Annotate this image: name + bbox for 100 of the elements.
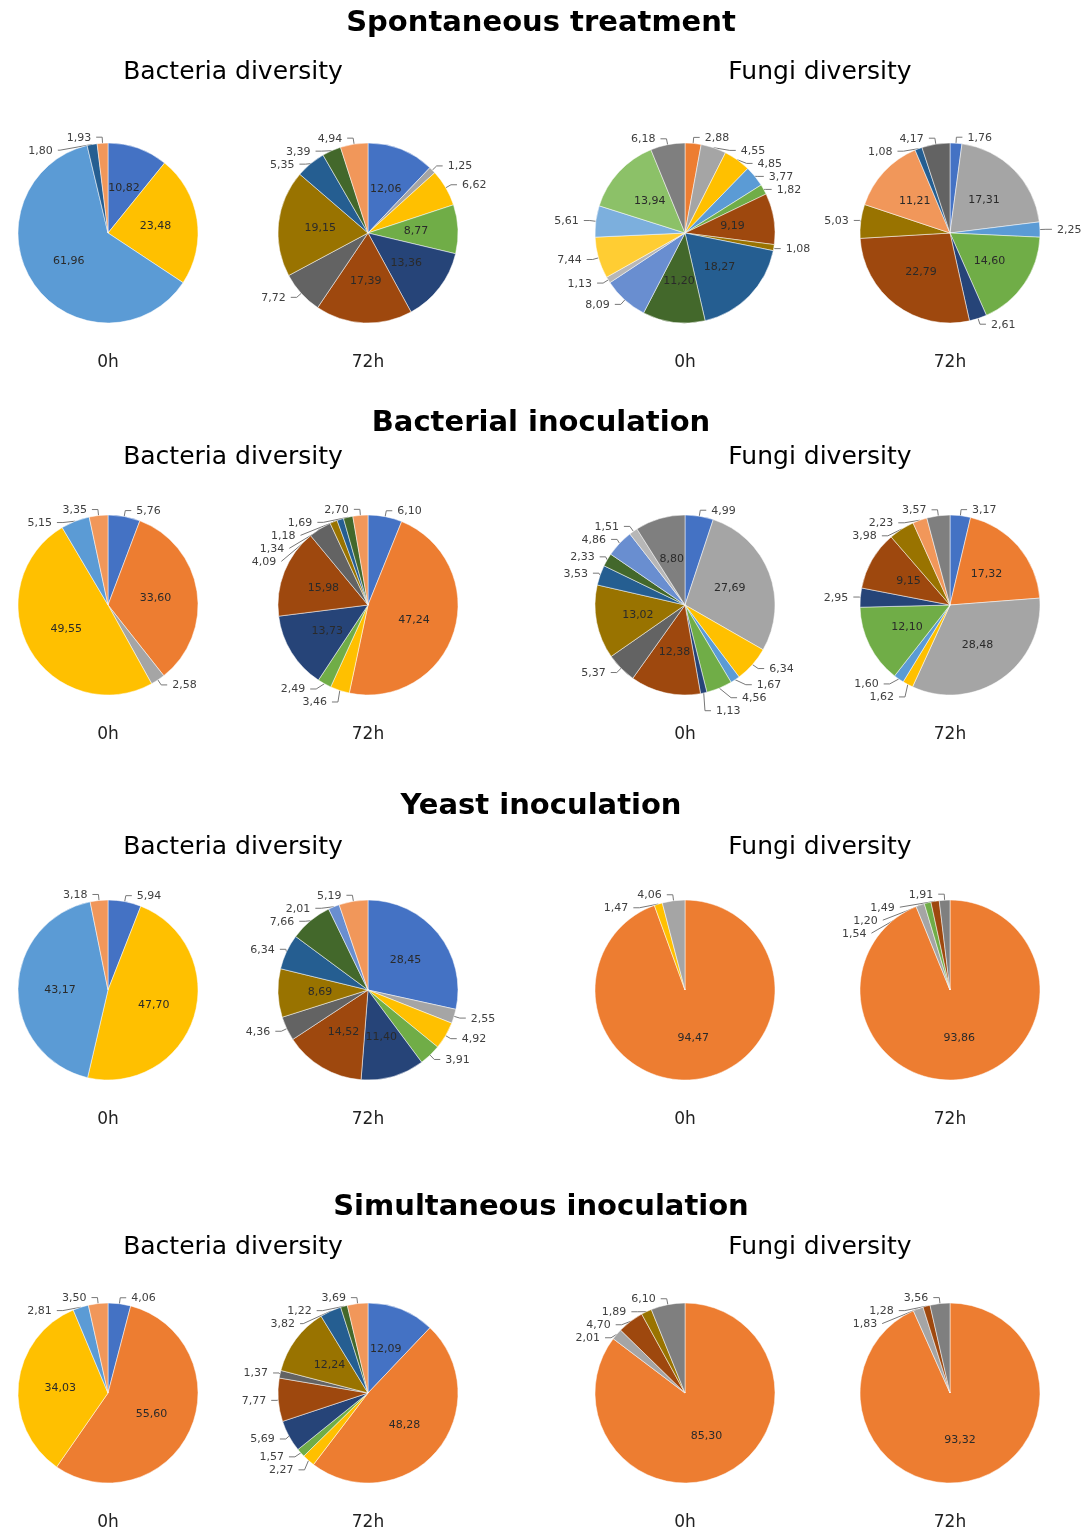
data-label: 1,76 xyxy=(967,130,992,144)
data-label: 3,57 xyxy=(902,503,927,517)
data-label: 4,17 xyxy=(899,131,924,145)
data-label: 3,50 xyxy=(61,1291,87,1305)
data-label: 15,98 xyxy=(307,580,340,594)
data-label: 85,30 xyxy=(690,1429,723,1443)
data-label: 2,70 xyxy=(324,502,349,516)
data-label: 94,47 xyxy=(677,1030,710,1044)
data-label: 6,18 xyxy=(630,132,656,146)
data-label: 2,58 xyxy=(172,678,197,692)
data-label: 5,19 xyxy=(316,888,342,902)
data-label: 1,22 xyxy=(287,1304,312,1318)
data-label: 3,56 xyxy=(903,1291,929,1305)
data-label: 22,79 xyxy=(905,264,937,278)
data-label: 8,09 xyxy=(585,297,610,311)
data-label: 2,01 xyxy=(285,901,311,915)
data-label: 93,86 xyxy=(943,1030,975,1044)
data-label: 19,15 xyxy=(304,221,337,235)
text: 0h xyxy=(674,1511,696,1531)
data-label: 43,17 xyxy=(44,982,76,996)
data-label: 3,98 xyxy=(852,529,877,543)
data-label: 4,99 xyxy=(711,503,736,517)
data-label: 1,83 xyxy=(852,1317,878,1331)
data-label: 7,44 xyxy=(557,252,582,266)
data-label: 4,09 xyxy=(251,554,277,568)
data-label: 12,38 xyxy=(658,645,691,659)
data-label: 11,20 xyxy=(663,274,695,288)
text: Yeast inoculation xyxy=(400,787,682,821)
data-label: 18,27 xyxy=(703,259,736,273)
data-label: 1,67 xyxy=(756,678,782,692)
chart-subtitle: Fungi diversity xyxy=(728,831,912,860)
data-label: 1,18 xyxy=(271,528,296,542)
data-label: 2,01 xyxy=(575,1331,601,1345)
data-label: 3,69 xyxy=(321,1291,346,1305)
chart-subtitle: Bacteria diversity xyxy=(123,56,343,85)
data-label: 12,10 xyxy=(891,620,923,634)
data-label: 1,91 xyxy=(908,887,934,901)
data-label: 5,37 xyxy=(581,666,606,680)
data-label: 1,80 xyxy=(28,143,53,157)
data-label: 5,76 xyxy=(136,504,161,518)
data-label: 47,24 xyxy=(398,612,430,626)
data-label: 2,88 xyxy=(704,130,730,144)
data-label: 1,89 xyxy=(601,1305,627,1319)
data-label: 6,34 xyxy=(250,942,275,956)
text: 72h xyxy=(351,1108,385,1128)
chart-subtitle: Bacteria diversity xyxy=(123,1231,343,1260)
data-label: 4,36 xyxy=(245,1024,271,1038)
text: 72h xyxy=(351,351,385,371)
data-label: 12,06 xyxy=(370,181,402,195)
data-label: 23,48 xyxy=(139,219,172,233)
data-label: 14,60 xyxy=(973,253,1006,267)
data-label: 1,93 xyxy=(66,130,92,144)
chart-subtitle: Bacteria diversity xyxy=(123,441,343,470)
data-label: 5,15 xyxy=(27,516,52,530)
data-label: 93,32 xyxy=(944,1433,976,1447)
data-label: 1,25 xyxy=(447,159,473,173)
data-label: 49,55 xyxy=(50,622,83,636)
data-label: 1,13 xyxy=(715,704,741,718)
data-label: 6,10 xyxy=(631,1292,656,1306)
text: 72h xyxy=(351,1511,385,1531)
data-label: 28,45 xyxy=(389,953,422,967)
data-label: 1,13 xyxy=(567,276,593,290)
data-label: 4,86 xyxy=(581,532,607,546)
data-label: 3,17 xyxy=(972,503,997,517)
data-label: 1,37 xyxy=(243,1366,269,1380)
data-label: 9,15 xyxy=(896,574,921,588)
data-label: 8,80 xyxy=(659,552,684,566)
data-label: 6,62 xyxy=(462,178,487,192)
data-label: 3,91 xyxy=(445,1052,470,1066)
data-label: 55,60 xyxy=(135,1406,168,1420)
data-label: 4,92 xyxy=(461,1032,487,1046)
data-label: 4,94 xyxy=(317,131,343,145)
data-label: 1,49 xyxy=(870,900,895,914)
data-label: 5,94 xyxy=(136,889,162,903)
data-label: 33,60 xyxy=(139,591,172,605)
chart-subtitle: Fungi diversity xyxy=(728,441,912,470)
text: 72h xyxy=(933,1511,967,1531)
chart-subtitle: Bacteria diversity xyxy=(123,831,343,860)
data-label: 4,56 xyxy=(742,691,767,705)
data-label: 11,40 xyxy=(365,1029,398,1043)
data-label: 5,69 xyxy=(250,1432,275,1446)
data-label: 6,10 xyxy=(397,504,422,518)
text: Simultaneous inoculation xyxy=(333,1188,749,1222)
text: 0h xyxy=(97,1511,119,1531)
data-label: 17,39 xyxy=(349,274,382,288)
text: 0h xyxy=(674,351,696,371)
data-label: 10,82 xyxy=(108,181,140,195)
data-label: 3,77 xyxy=(768,169,794,183)
data-label: 2,49 xyxy=(280,682,306,696)
data-label: 12,09 xyxy=(370,1341,402,1355)
data-label: 5,35 xyxy=(269,157,295,171)
data-label: 1,28 xyxy=(869,1304,894,1318)
data-label: 2,23 xyxy=(868,516,894,530)
data-label: 1,20 xyxy=(853,913,878,927)
text: Spontaneous treatment xyxy=(346,4,736,38)
data-label: 14,52 xyxy=(327,1024,360,1038)
text: 72h xyxy=(933,723,967,743)
data-label: 34,03 xyxy=(44,1381,77,1395)
data-label: 1,51 xyxy=(594,519,619,533)
data-label: 7,77 xyxy=(241,1393,267,1407)
